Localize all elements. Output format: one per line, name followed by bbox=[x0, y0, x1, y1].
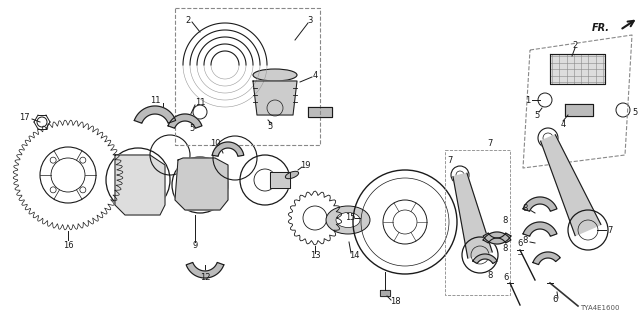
Text: 5: 5 bbox=[534, 110, 540, 119]
Text: TYA4E1600: TYA4E1600 bbox=[580, 305, 620, 311]
Polygon shape bbox=[380, 290, 390, 296]
Text: 11: 11 bbox=[195, 98, 205, 107]
Text: 8: 8 bbox=[522, 236, 528, 244]
Text: 3: 3 bbox=[307, 15, 313, 25]
Text: 5: 5 bbox=[189, 124, 195, 132]
Polygon shape bbox=[115, 155, 165, 215]
Polygon shape bbox=[253, 81, 297, 115]
Text: 8: 8 bbox=[487, 270, 493, 279]
Polygon shape bbox=[523, 197, 557, 211]
Text: 8: 8 bbox=[502, 244, 508, 252]
Polygon shape bbox=[483, 232, 511, 243]
Text: 9: 9 bbox=[193, 241, 198, 250]
Text: 2: 2 bbox=[186, 15, 191, 25]
Ellipse shape bbox=[326, 206, 370, 234]
Text: 8: 8 bbox=[502, 215, 508, 225]
Text: 8: 8 bbox=[522, 204, 528, 212]
Polygon shape bbox=[473, 254, 497, 263]
Text: 19: 19 bbox=[300, 161, 310, 170]
Text: 11: 11 bbox=[150, 95, 160, 105]
Polygon shape bbox=[168, 114, 202, 128]
Polygon shape bbox=[523, 222, 557, 236]
Text: 4: 4 bbox=[312, 70, 317, 79]
Polygon shape bbox=[212, 142, 244, 156]
Polygon shape bbox=[541, 135, 601, 236]
Polygon shape bbox=[270, 172, 290, 188]
Polygon shape bbox=[533, 252, 560, 265]
Ellipse shape bbox=[253, 69, 297, 81]
Text: 1: 1 bbox=[525, 95, 531, 105]
Text: 14: 14 bbox=[349, 252, 359, 260]
Text: 16: 16 bbox=[63, 241, 74, 250]
Text: 7: 7 bbox=[607, 226, 612, 235]
Ellipse shape bbox=[285, 171, 299, 179]
Text: 10: 10 bbox=[210, 139, 220, 148]
Polygon shape bbox=[483, 233, 511, 244]
Text: 7: 7 bbox=[447, 156, 452, 164]
Text: 5: 5 bbox=[268, 122, 273, 131]
Text: 15: 15 bbox=[345, 212, 355, 221]
Text: 6: 6 bbox=[503, 274, 509, 283]
Text: 4: 4 bbox=[561, 119, 566, 129]
Text: FR.: FR. bbox=[592, 23, 610, 33]
Text: 6: 6 bbox=[517, 238, 523, 247]
Text: 7: 7 bbox=[487, 139, 493, 148]
Ellipse shape bbox=[336, 212, 360, 228]
Text: 5: 5 bbox=[632, 108, 637, 116]
Polygon shape bbox=[565, 104, 593, 116]
Polygon shape bbox=[550, 54, 605, 84]
Text: 17: 17 bbox=[19, 113, 29, 122]
Polygon shape bbox=[308, 107, 332, 117]
Polygon shape bbox=[134, 106, 175, 123]
Text: 18: 18 bbox=[390, 298, 400, 307]
Text: 6: 6 bbox=[552, 295, 557, 305]
Polygon shape bbox=[186, 262, 224, 278]
Text: 12: 12 bbox=[200, 274, 211, 283]
Polygon shape bbox=[175, 158, 228, 210]
Polygon shape bbox=[453, 173, 492, 258]
Text: 2: 2 bbox=[572, 41, 578, 50]
Text: 13: 13 bbox=[310, 252, 320, 260]
